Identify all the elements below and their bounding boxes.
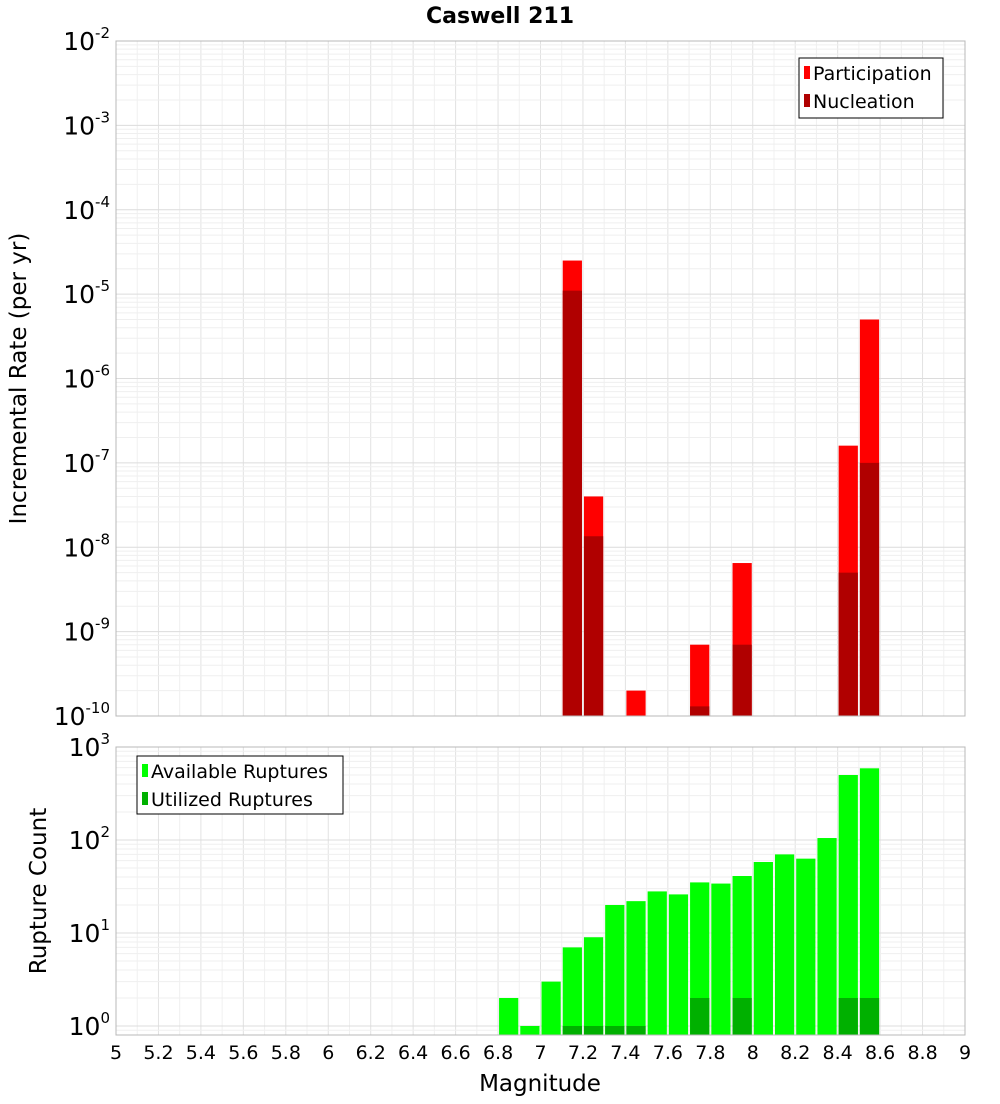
count-bar-available-ruptures: [541, 981, 561, 1035]
rate-bar-participation: [626, 690, 646, 716]
x-tick-label: 8.2: [780, 1042, 810, 1064]
count-bar-available-ruptures: [605, 904, 625, 1035]
count-legend-label: Available Ruptures: [151, 761, 328, 783]
x-tick-label: 7.2: [568, 1042, 598, 1064]
count-bar-utilized-ruptures: [690, 997, 710, 1035]
count-bar-available-ruptures: [838, 774, 858, 1035]
count-bar-utilized-ruptures: [626, 1025, 646, 1035]
count-bar-available-ruptures: [753, 861, 773, 1035]
count-bar-utilized-ruptures: [605, 1025, 625, 1035]
rate-ytick-label: 10-8: [63, 530, 110, 562]
x-tick-label: 6.8: [483, 1042, 513, 1064]
count-ytick-label: 101: [69, 916, 110, 948]
rate-ytick-label: 10-2: [63, 24, 110, 56]
x-tick-label: 8: [747, 1042, 759, 1064]
rate-ytick-label: 10-6: [63, 362, 110, 394]
count-bar-available-ruptures: [562, 947, 582, 1035]
rate-legend: [798, 57, 944, 119]
rate-bar-participation: [690, 644, 710, 716]
rate-ytick-label: 10-4: [63, 193, 110, 225]
count-bar-available-ruptures: [499, 997, 519, 1035]
x-tick-label: 7.6: [653, 1042, 683, 1064]
x-tick-label: 8.4: [823, 1042, 853, 1064]
rate-ytick-label: 10-3: [63, 108, 110, 140]
count-bar-available-ruptures: [668, 894, 689, 1035]
x-tick-label: 5.4: [186, 1042, 216, 1064]
count-bar-utilized-ruptures: [583, 1025, 604, 1035]
x-tick-label: 6.6: [440, 1042, 470, 1064]
rate-ytick-label: 10-9: [63, 615, 110, 647]
count-legend-label: Utilized Ruptures: [151, 789, 313, 811]
x-tick-label: 9: [959, 1042, 971, 1064]
rate-legend-label: Nucleation: [813, 91, 915, 113]
count-bar-available-ruptures: [520, 1025, 540, 1035]
count-ytick-label: 102: [69, 823, 110, 855]
x-tick-label: 5.8: [271, 1042, 301, 1064]
count-bar-utilized-ruptures: [562, 1025, 582, 1035]
x-tick-label: 8.6: [865, 1042, 895, 1064]
count-bar-available-ruptures: [817, 838, 837, 1035]
count-bar-available-ruptures: [796, 858, 816, 1035]
count-legend: [136, 755, 344, 815]
rate-ytick-label: 10-10: [54, 699, 110, 731]
rate-bar-nucleation: [583, 536, 604, 716]
count-bar-utilized-ruptures: [732, 997, 752, 1035]
count-bar-utilized-ruptures: [838, 997, 858, 1035]
count-bar-available-ruptures: [690, 882, 710, 1035]
rate-bar-nucleation: [690, 706, 710, 716]
count-bar-available-ruptures: [732, 876, 752, 1035]
chart-title: Caswell 211: [426, 4, 574, 29]
count-bar-utilized-ruptures: [859, 997, 880, 1035]
count-ytick-label: 103: [69, 730, 110, 762]
count-legend-swatch: [142, 792, 148, 805]
count-bar-available-ruptures: [774, 854, 795, 1035]
x-tick-label: 6.2: [356, 1042, 386, 1064]
rate-bar-nucleation: [732, 644, 752, 716]
x-tick-label: 7.4: [610, 1042, 640, 1064]
rate-legend-swatch: [804, 66, 810, 79]
x-tick-label: 6: [322, 1042, 334, 1064]
x-tick-label: 5.6: [228, 1042, 258, 1064]
rate-bar-nucleation: [859, 462, 880, 716]
x-tick-label: 5: [110, 1042, 122, 1064]
x-axis-label: Magnitude: [479, 1071, 601, 1097]
x-tick-label: 8.8: [907, 1042, 937, 1064]
rate-legend-label: Participation: [813, 63, 932, 85]
x-tick-label: 5.2: [143, 1042, 173, 1064]
count-legend-swatch: [142, 764, 148, 777]
x-tick-label: 6.4: [398, 1042, 428, 1064]
rate-ytick-label: 10-5: [63, 277, 110, 309]
rate-plot-border: [115, 40, 966, 717]
count-bar-available-ruptures: [647, 891, 667, 1035]
count-bar-available-ruptures: [626, 901, 646, 1035]
count-bar-available-ruptures: [859, 768, 880, 1035]
rate-bar-nucleation: [562, 290, 582, 716]
count-plot-border: [115, 746, 966, 1036]
count-bar-available-ruptures: [583, 937, 604, 1035]
count-y-axis-label: Rupture Count: [26, 808, 52, 974]
rate-y-axis-label: Incremental Rate (per yr): [6, 233, 32, 525]
rate-legend-swatch: [804, 94, 810, 107]
rate-ytick-label: 10-7: [63, 446, 110, 478]
x-tick-label: 7.8: [695, 1042, 725, 1064]
count-bar-available-ruptures: [711, 883, 731, 1035]
count-ytick-label: 100: [69, 1009, 110, 1041]
x-tick-label: 7: [534, 1042, 546, 1064]
rate-bar-nucleation: [838, 572, 858, 716]
